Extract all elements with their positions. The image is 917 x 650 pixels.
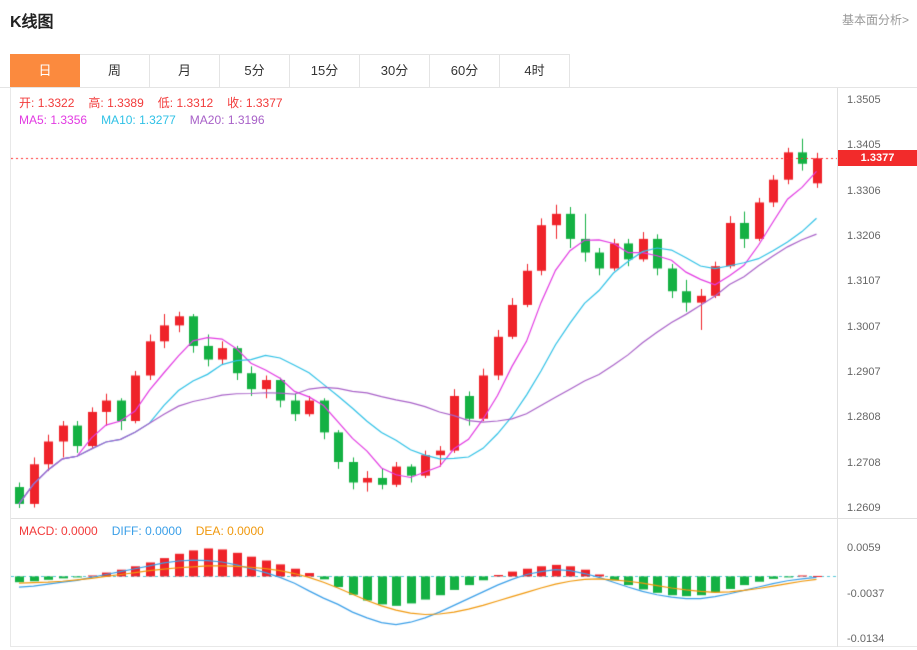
macd-y-axis-label: 0.0059 [847,542,881,554]
tab-month[interactable]: 月 [150,54,220,87]
tab-60min[interactable]: 60分 [430,54,500,87]
candlestick-panel: 开: 1.3322 高: 1.3389 低: 1.3312 收: 1.3377 MA5… [11,88,838,518]
y-axis-label: 1.3206 [847,230,881,242]
low-label: 低: [157,96,174,110]
y-axis-label: 1.3306 [847,185,881,197]
y-axis-label: 1.2907 [847,366,881,378]
macd-y-axis-label: -0.0134 [847,633,885,645]
high-pair: 高: 1.3389 [88,96,143,110]
current-price-tag: 1.3377 [838,150,917,166]
chart-area: 开: 1.3322 高: 1.3389 低: 1.3312 收: 1.3377 MA5… [10,88,917,648]
diff-pair: DIFF: 0.0000 [112,524,182,538]
period-tab-bar: 日 周 月 5分 15分 30分 60分 4时 [0,54,917,88]
low-value: 1.3312 [176,96,214,110]
fundamental-analysis-link[interactable]: 基本面分析> [841,13,909,27]
y-axis-label: 1.2808 [847,411,881,423]
diff-value: 0.0000 [145,524,182,538]
dea-label: DEA: [195,524,224,538]
diff-label: DIFF: [111,524,142,538]
page-title: K线图 [10,14,54,31]
open-label: 开: [19,96,35,110]
tab-4hour[interactable]: 4时 [500,54,570,87]
ma5-value: 1.3356 [50,113,88,127]
ma-legend: MA5: 1.3356 MA10: 1.3277 MA20: 1.3196 [19,113,279,127]
y-axis-label: 1.3007 [847,321,881,333]
y-axis-label: 1.3505 [847,94,881,106]
macd-axis: 0.0059 -0.0037 -0.0134 [838,518,917,647]
close-pair: 收: 1.3377 [227,96,282,110]
macd-legend: MACD: 0.0000 DIFF: 0.0000 DEA: 0.0000 [19,524,278,538]
macd-label: MACD: [19,524,58,538]
macd-panel: MACD: 0.0000 DIFF: 0.0000 DEA: 0.0000 [11,518,838,648]
y-axis-label: 1.3107 [847,275,881,287]
open-pair: 开: 1.3322 [19,96,74,110]
close-label: 收: [227,96,243,110]
close-value: 1.3377 [245,96,283,110]
price-axis: 1.3505 1.3405 1.3306 1.3206 1.3107 1.300… [838,88,917,518]
ma10-value: 1.3277 [139,113,176,127]
high-value: 1.3389 [107,96,144,110]
low-pair: 低: 1.3312 [158,96,213,110]
ohlc-legend: 开: 1.3322 高: 1.3389 低: 1.3312 收: 1.3377 [19,94,297,111]
ma10-pair: MA10: 1.3277 [101,113,176,127]
macd-pair: MACD: 0.0000 [19,524,98,538]
high-label: 高: [88,96,104,110]
open-value: 1.3322 [37,96,75,110]
dea-pair: DEA: 0.0000 [196,524,264,538]
tab-15min[interactable]: 15分 [290,54,360,87]
y-axis-label: 1.3405 [847,139,881,151]
ma20-pair: MA20: 1.3196 [190,113,265,127]
y-axis-label: 1.2609 [847,502,881,514]
tab-5min[interactable]: 5分 [220,54,290,87]
y-axis-label: 1.2708 [847,457,881,469]
ma20-value: 1.3196 [227,113,265,127]
candlestick-chart-canvas[interactable] [11,88,837,518]
tab-week[interactable]: 周 [80,54,150,87]
ma5-label: MA5: [19,113,48,127]
ma10-label: MA10: [101,113,136,127]
ma5-pair: MA5: 1.3356 [19,113,87,127]
macd-value: 0.0000 [61,524,98,538]
dea-value: 0.0000 [227,524,264,538]
macd-y-axis-label: -0.0037 [847,588,885,600]
ma20-label: MA20: [189,113,225,127]
tab-day[interactable]: 日 [10,54,80,87]
macd-chart-canvas[interactable] [11,519,837,648]
tab-30min[interactable]: 30分 [360,54,430,87]
